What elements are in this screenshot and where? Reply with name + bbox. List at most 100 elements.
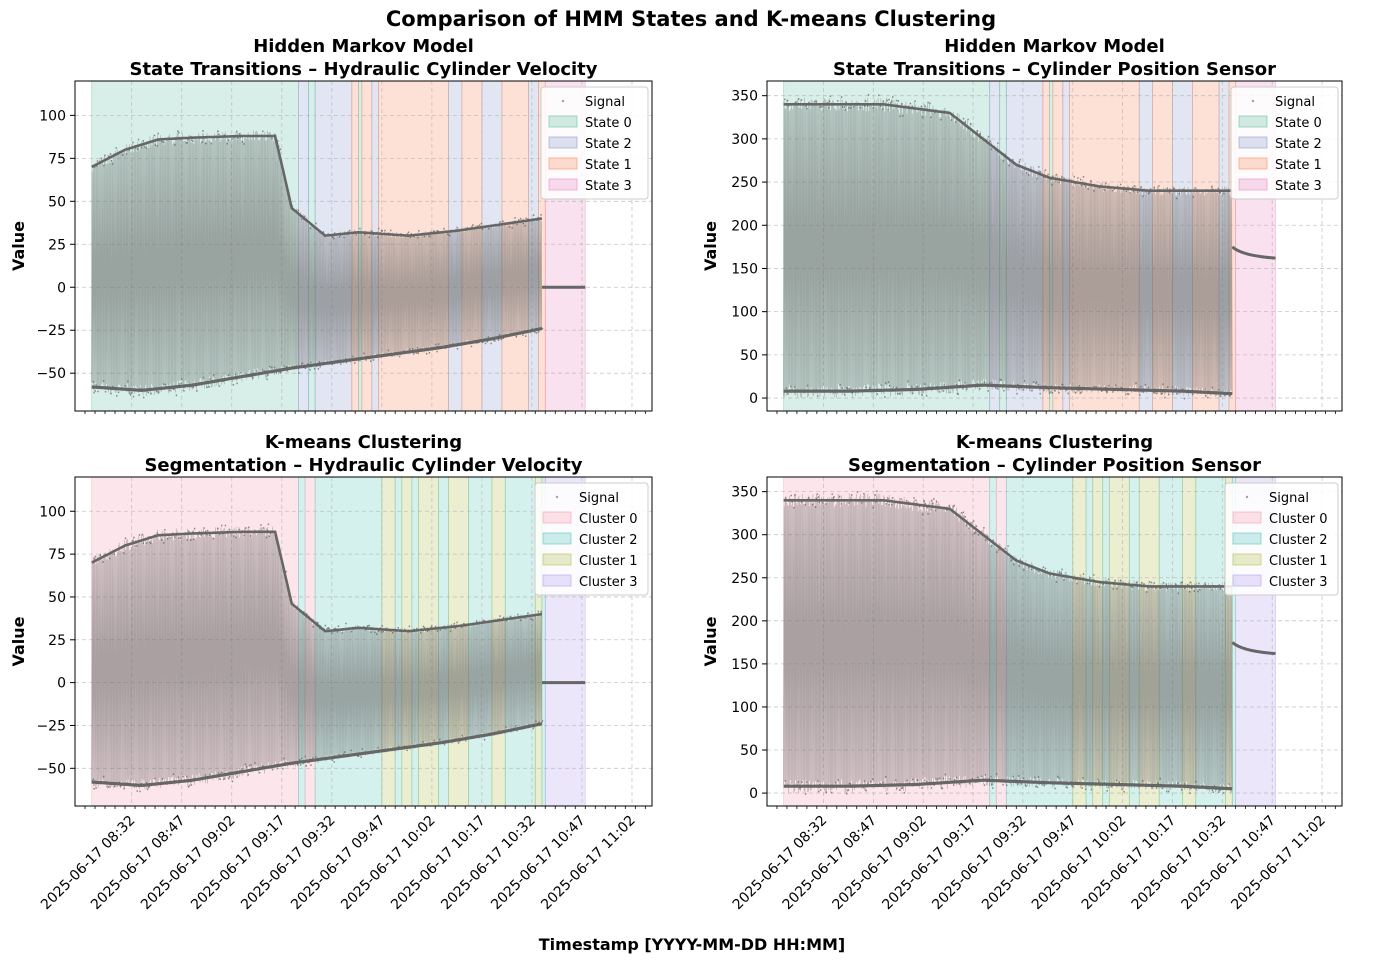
legend-item: State 1 — [548, 157, 632, 173]
y-tick-label: 250 — [731, 571, 758, 587]
y-tick-label: 150 — [731, 657, 758, 673]
y-tick-label: 100 — [731, 700, 758, 716]
x-tick-label: 2025-06-17 08:32 — [38, 813, 139, 914]
legend-item: State 0 — [548, 115, 632, 131]
x-tick-label: 2025-06-17 08:32 — [730, 813, 831, 914]
legend-swatch — [1238, 115, 1268, 128]
y-tick-label: 300 — [731, 132, 758, 148]
legend-item: Signal — [1245, 491, 1309, 506]
legend-item: State 2 — [548, 136, 632, 152]
y-tick-label: 350 — [731, 89, 758, 105]
y-axis-label: Value — [701, 221, 720, 271]
legend: Signal Cluster 0 Cluster 2 Cluster 1 Cluster… — [1224, 482, 1339, 596]
signal-upper-band — [783, 499, 1233, 588]
x-tick-label: 2025-06-17 09:17 — [188, 813, 289, 914]
legend-item: State 3 — [548, 178, 632, 194]
y-tick-label: 50 — [48, 590, 66, 606]
y-tick-label: −50 — [36, 761, 66, 777]
legend-label: State 0 — [1275, 116, 1322, 131]
figure-suptitle: Comparison of HMM States and K-means Clu… — [386, 7, 996, 31]
legend-label: State 3 — [1275, 179, 1322, 194]
y-tick-label: 25 — [48, 237, 66, 253]
legend-label: State 3 — [585, 179, 632, 194]
subplot-title-line: State Transitions – Cylinder Position Se… — [833, 59, 1276, 80]
legend-swatch — [1232, 511, 1262, 524]
legend-item: Cluster 0 — [542, 511, 638, 527]
legend-swatch — [542, 511, 572, 524]
legend: Signal State 0 State 2 State 1 State 3 — [1230, 86, 1339, 200]
legend-label: Cluster 0 — [579, 512, 638, 527]
legend-label: Signal — [1269, 491, 1309, 506]
legend-item: State 1 — [1238, 157, 1322, 173]
x-tick-label: 2025-06-17 09:47 — [288, 813, 389, 914]
y-tick-label: 75 — [48, 151, 66, 167]
signal-upper-band — [91, 134, 543, 238]
legend-swatch — [1232, 532, 1262, 545]
legend-swatch — [1232, 553, 1262, 566]
legend-item: Signal — [555, 491, 619, 506]
plot-area — [767, 81, 1342, 411]
y-tick-label: 150 — [731, 261, 758, 277]
x-tick-label: 2025-06-17 11:02 — [1228, 813, 1329, 914]
y-tick-label: 100 — [39, 108, 66, 124]
axes-frame — [74, 476, 653, 807]
x-tick-label: 2025-06-17 09:02 — [138, 813, 239, 914]
legend-label: Cluster 3 — [579, 575, 638, 590]
segment-cluster-2 — [1231, 477, 1237, 806]
x-tick-label: 2025-06-17 10:17 — [1079, 813, 1180, 914]
y-tick-label: 250 — [731, 175, 758, 191]
legend-label: State 1 — [1275, 158, 1322, 173]
legend-swatch — [548, 136, 578, 149]
y-tick-label: 50 — [740, 743, 758, 759]
legend-box — [540, 86, 649, 200]
signal-trace — [91, 130, 543, 397]
signal-upper-band — [91, 530, 543, 633]
legend-signal-marker — [1251, 99, 1255, 103]
legend-swatch — [542, 553, 572, 566]
y-tick-label: 350 — [731, 485, 758, 501]
legend-item: Cluster 1 — [1232, 553, 1328, 569]
legend-label: Cluster 2 — [579, 533, 638, 548]
x-tick-label: 2025-06-17 09:17 — [879, 813, 980, 914]
signal-tail — [1231, 245, 1276, 260]
y-tick-label: −25 — [36, 323, 66, 339]
legend-label: Cluster 1 — [1269, 554, 1328, 569]
y-tick-label: 300 — [731, 528, 758, 544]
y-tick-label: −25 — [36, 718, 66, 734]
legend-item: State 2 — [1238, 136, 1322, 152]
subplot-title-line: Segmentation – Cylinder Position Sensor — [848, 455, 1261, 476]
x-tick-label: 2025-06-17 10:47 — [1179, 813, 1280, 914]
legend-item: Signal — [1251, 95, 1315, 110]
x-tick-label: 2025-06-17 10:02 — [1029, 813, 1130, 914]
legend-swatch — [542, 574, 572, 587]
y-axis-label: Value — [9, 616, 28, 666]
legend: Signal Cluster 0 Cluster 2 Cluster 1 Cluster… — [534, 482, 649, 596]
axes-frame — [766, 80, 1343, 412]
legend-item: Cluster 3 — [1232, 574, 1328, 590]
figure-xlabel: Timestamp [YYYY-MM-DD HH:MM] — [539, 935, 845, 954]
x-tick-label: 2025-06-17 09:47 — [979, 813, 1080, 914]
legend-item: Cluster 2 — [542, 532, 638, 548]
y-tick-label: 200 — [731, 218, 758, 234]
y-tick-label: 0 — [749, 391, 758, 407]
legend-label: Cluster 0 — [1269, 512, 1328, 527]
plot-area — [767, 477, 1342, 806]
legend-swatch — [1238, 136, 1268, 149]
x-tick-label: 2025-06-17 08:47 — [88, 813, 189, 914]
x-tick-label: 2025-06-17 11:02 — [538, 813, 639, 914]
legend-label: Cluster 2 — [1269, 533, 1328, 548]
legend-signal-marker — [555, 495, 559, 499]
subplot-title-line: Segmentation – Hydraulic Cylinder Veloci… — [144, 455, 582, 476]
legend-label: State 0 — [585, 116, 632, 131]
legend-signal-marker — [1245, 495, 1249, 499]
signal-lower-band — [91, 722, 543, 788]
subplot-title-line: K-means Clustering — [265, 432, 462, 453]
legend-box — [1224, 482, 1339, 596]
legend-item: Cluster 0 — [1232, 511, 1328, 527]
legend-swatch — [1232, 574, 1262, 587]
legend-swatch — [548, 178, 578, 191]
y-tick-label: 0 — [57, 676, 66, 692]
legend-item: Cluster 2 — [1232, 532, 1328, 548]
